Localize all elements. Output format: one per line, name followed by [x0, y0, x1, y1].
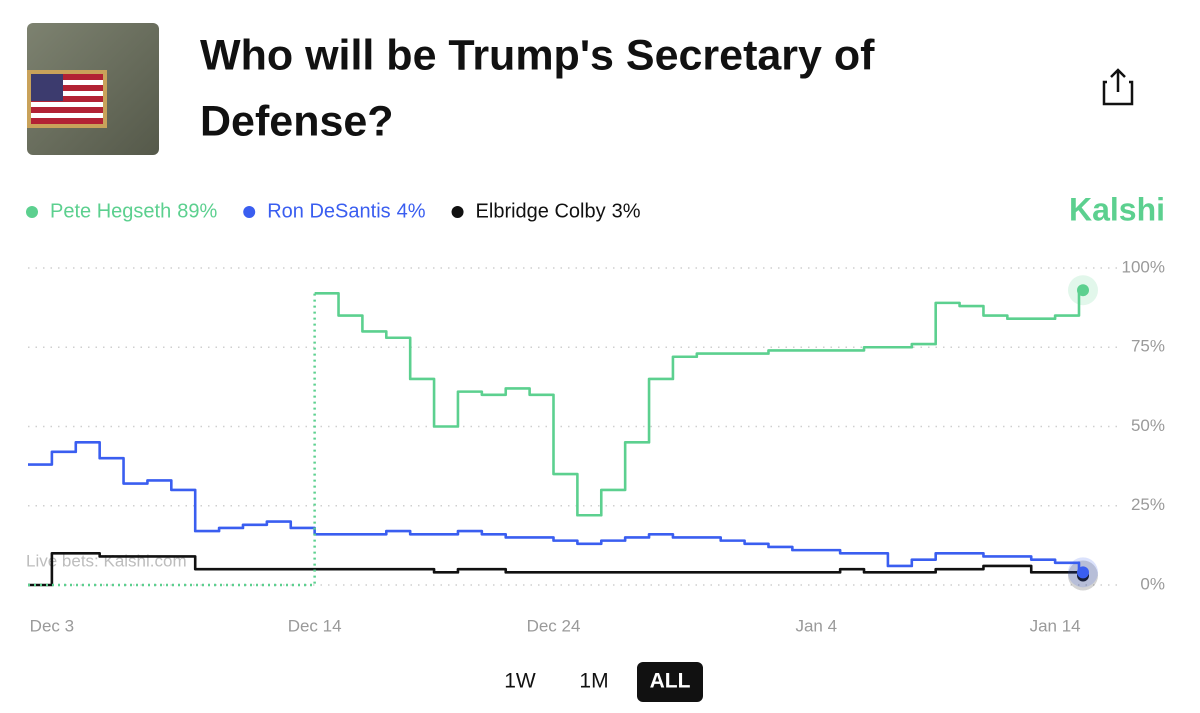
y-tick-label: 0% [1140, 574, 1165, 593]
legend-dot [26, 206, 38, 218]
legend-item: Ron DeSantis 4% [243, 200, 426, 222]
legend-name: Ron DeSantis [267, 200, 390, 222]
series-line [28, 441, 1081, 573]
end-dot [1077, 566, 1089, 579]
title: Defense? [200, 97, 394, 145]
y-tick-label: 75% [1131, 337, 1165, 356]
x-tick-label: Jan 4 [795, 616, 837, 635]
x-tick-label: Dec 24 [527, 616, 581, 635]
thumbnail [27, 23, 159, 155]
watermark: Live bets: Kalshi.com [26, 551, 187, 570]
range-button-label: 1W [504, 670, 536, 693]
range-button-label: 1M [579, 670, 608, 693]
range-button-label: ALL [650, 670, 691, 693]
series-line [314, 290, 1081, 517]
legend-item: Elbridge Colby 3% [451, 200, 641, 222]
y-tick-label: 25% [1131, 495, 1165, 514]
x-tick-label: Dec 3 [30, 616, 74, 635]
legend-name: Elbridge Colby [476, 200, 606, 222]
legend-value: 4% [397, 200, 426, 222]
range-button-bg [637, 662, 703, 702]
legend-dot [243, 206, 256, 218]
end-dot [1077, 284, 1089, 297]
x-tick-label: Dec 14 [288, 616, 342, 635]
legend-value: 3% [612, 200, 641, 222]
y-tick-label: 100% [1122, 257, 1165, 276]
brand: Kalshi [1069, 191, 1165, 227]
range-button[interactable]: 1M [579, 670, 608, 693]
x-tick-label: Jan 14 [1030, 616, 1081, 635]
legend-dot [451, 206, 464, 218]
legend-value: 89% [177, 200, 217, 222]
share-button[interactable] [1102, 68, 1134, 106]
title: Who will be Trump's Secretary of [200, 31, 875, 79]
lead-in [28, 293, 316, 587]
range-button[interactable]: ALL [637, 662, 703, 702]
legend-item: Pete Hegseth 89% [26, 200, 217, 222]
legend-name: Pete Hegseth [50, 200, 171, 222]
y-tick-label: 50% [1131, 416, 1165, 435]
range-button[interactable]: 1W [504, 670, 536, 693]
series-line [28, 552, 1081, 587]
